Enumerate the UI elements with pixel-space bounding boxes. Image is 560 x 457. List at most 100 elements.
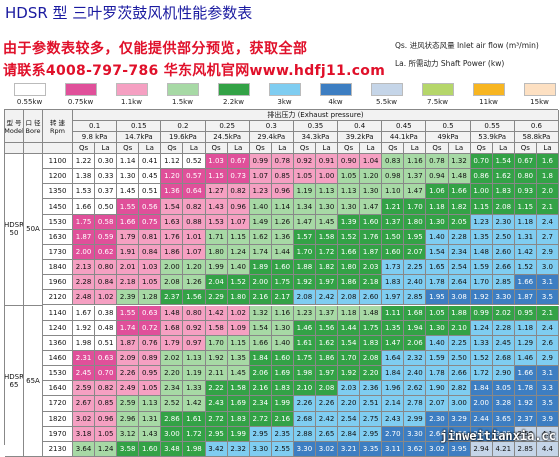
la-cell: 2.36: [360, 381, 382, 396]
qs-cell: 1.88: [294, 260, 316, 275]
qs-cell: 1.05: [338, 169, 360, 184]
qs-cell: 2.88: [294, 427, 316, 442]
la-cell: 2.85: [493, 275, 515, 290]
la-cell: 0.89: [139, 351, 161, 366]
qs-cell: 1.42: [206, 306, 228, 321]
qs-cell: 1.78: [515, 381, 537, 396]
qs-cell: 3.42: [206, 442, 228, 457]
rpm-cell: 1840: [43, 260, 73, 275]
la-cell: 3.62: [404, 442, 426, 457]
qs-cell: 2.94: [471, 442, 493, 457]
qs-cell: 2.16: [250, 290, 272, 305]
qs-cell: 1.03: [206, 154, 228, 169]
note-la: La. 所需动力 Shaft Power (kw): [395, 58, 504, 69]
qs-cell: 2.01: [117, 260, 139, 275]
qs-cell: 1.70: [471, 275, 493, 290]
qs-cell: 1.84: [471, 381, 493, 396]
header-spacer: [24, 143, 43, 154]
la-cell: 1.37: [404, 169, 426, 184]
la-cell: 4.4: [537, 442, 559, 457]
qs-cell: 1.98: [73, 336, 95, 351]
qs-cell: 1.92: [471, 290, 493, 305]
la-cell: 2.6: [537, 336, 559, 351]
la-cell: 0.63: [95, 351, 117, 366]
qs-cell: 2.39: [117, 290, 139, 305]
la-cell: 0.67: [228, 154, 250, 169]
la-cell: 1.16: [404, 154, 426, 169]
qs-cell: 1.80: [206, 245, 228, 260]
qs-cell: 1.76: [161, 230, 183, 245]
qs-cell: 2.18: [117, 275, 139, 290]
qs-cell: 3.00: [161, 427, 183, 442]
qs-cell: 2.45: [73, 366, 95, 381]
qs-cell: 1.40: [426, 230, 448, 245]
qs-cell: 2.37: [161, 290, 183, 305]
qs-cell: 3.48: [161, 442, 183, 457]
qs-cell: 1.50: [382, 230, 404, 245]
qs-cell: 1.66: [515, 366, 537, 381]
qs-cell: 1.92: [294, 275, 316, 290]
model-cell: HDSR 50: [5, 154, 24, 306]
la-cell: 1.83: [272, 381, 294, 396]
legend-label: 7.5kw: [412, 98, 463, 107]
legend-item: 0.55kw: [4, 83, 55, 107]
la-cell: 2.62: [404, 381, 426, 396]
qs-cell: 1.59: [471, 260, 493, 275]
la-label: La: [360, 143, 382, 154]
la-cell: 1.8: [537, 169, 559, 184]
qs-cell: 1.70: [206, 336, 228, 351]
la-cell: 1.45: [316, 215, 338, 230]
rpm-cell: 1240: [43, 321, 73, 336]
qs-cell: 2.26: [117, 366, 139, 381]
la-cell: 0.51: [139, 184, 161, 199]
qs-cell: 1.78: [426, 275, 448, 290]
la-cell: 1.30: [360, 184, 382, 199]
la-cell: 3.0: [537, 260, 559, 275]
la-cell: 1.32: [449, 154, 471, 169]
la-cell: 1.02: [228, 306, 250, 321]
la-cell: 2.95: [360, 427, 382, 442]
la-cell: 2.54: [449, 260, 471, 275]
qs-cell: 1.78: [426, 366, 448, 381]
la-cell: 0.88: [183, 215, 205, 230]
la-cell: 1.02: [95, 290, 117, 305]
qs-cell: 1.18: [515, 215, 537, 230]
qs-cell: 2.26: [294, 396, 316, 411]
qs-cell: 1.90: [426, 381, 448, 396]
qs-cell: 1.05: [294, 169, 316, 184]
qs-cell: 1.49: [250, 215, 272, 230]
rpm-cell: 1360: [43, 336, 73, 351]
qs-label: Qs: [294, 143, 316, 154]
qs-cell: 1.70: [338, 351, 360, 366]
qs-cell: 1.34: [294, 199, 316, 214]
la-cell: 1.82: [316, 260, 338, 275]
legend-item: 4kw: [310, 83, 361, 107]
pressure-mpa: 0.2: [161, 121, 205, 132]
qs-cell: 0.70: [471, 154, 493, 169]
qs-cell: 1.21: [382, 199, 404, 214]
qs-cell: 3.02: [73, 412, 95, 427]
la-cell: 1.76: [360, 230, 382, 245]
qs-cell: 0.83: [382, 154, 404, 169]
qs-cell: 2.67: [73, 396, 95, 411]
la-cell: 2.26: [316, 396, 338, 411]
legend-swatch: [14, 83, 46, 96]
qs-cell: 1.98: [294, 366, 316, 381]
qs-cell: 1.54: [161, 199, 183, 214]
la-cell: 0.62: [95, 245, 117, 260]
qs-cell: 1.30: [338, 199, 360, 214]
la-cell: 1.01: [183, 230, 205, 245]
la-cell: 2.68: [493, 351, 515, 366]
la-cell: 1.56: [316, 321, 338, 336]
qs-cell: 2.10: [294, 381, 316, 396]
qs-cell: 2.96: [117, 412, 139, 427]
qs-cell: 1.92: [206, 351, 228, 366]
qs-cell: 2.48: [73, 290, 95, 305]
la-cell: 1.24: [95, 442, 117, 457]
la-cell: 2.42: [316, 412, 338, 427]
qs-cell: 1.74: [250, 245, 272, 260]
la-cell: 0.73: [228, 169, 250, 184]
qs-label: Qs: [338, 143, 360, 154]
la-cell: 0.30: [95, 154, 117, 169]
la-cell: 1.16: [272, 306, 294, 321]
